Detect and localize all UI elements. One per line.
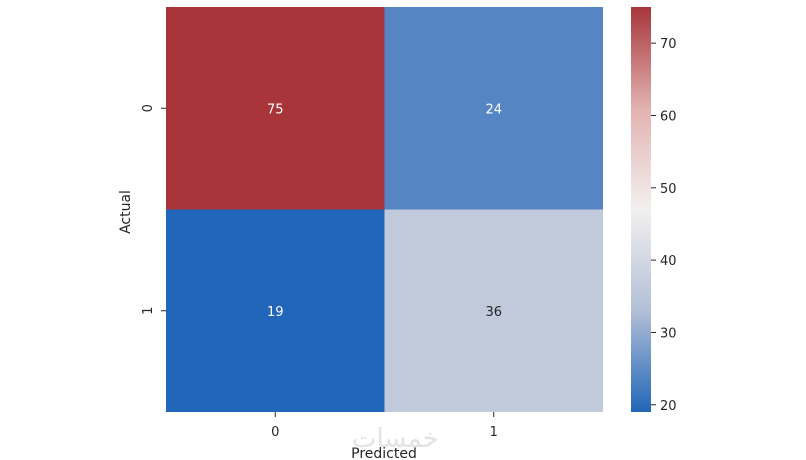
cell-annotation-r0-c1: 24 <box>485 102 502 117</box>
y-axis-ticks: 01 <box>141 104 166 315</box>
heatmap-cells <box>166 7 603 412</box>
heatmap-cell-r1-c0 <box>166 209 385 412</box>
colorbar-ticks: 20 30 40 50 60 70 <box>651 37 677 414</box>
heatmap-cell-r0-c1 <box>384 7 603 210</box>
x-tick-label: 1 <box>490 425 498 440</box>
x-axis-label: Predicted <box>351 446 417 460</box>
y-tick-label: 1 <box>141 307 156 315</box>
heatmap-cell-r1-c1 <box>384 209 603 412</box>
colorbar-tick-label: 20 <box>660 399 677 414</box>
cell-annotation-r1-c0: 19 <box>267 305 284 320</box>
x-tick-label: 0 <box>271 425 279 440</box>
colorbar-tick-label: 50 <box>660 182 677 197</box>
colorbar-tick-label: 60 <box>660 109 677 124</box>
colorbar-tick-label: 70 <box>660 37 677 52</box>
colorbar-tick-label: 30 <box>660 326 677 341</box>
colorbar: 20 30 40 50 60 70 <box>631 7 677 414</box>
cell-annotation-r1-c1: 36 <box>485 305 502 320</box>
colorbar-gradient <box>631 7 651 412</box>
y-tick-label: 0 <box>141 104 156 112</box>
heatmap-cell-r0-c0 <box>166 7 385 210</box>
cell-annotation-r0-c0: 75 <box>267 102 284 117</box>
cell-annotations: 75 24 19 36 <box>267 102 502 320</box>
colorbar-tick-label: 40 <box>660 254 677 269</box>
y-axis-label: Actual <box>118 190 134 234</box>
